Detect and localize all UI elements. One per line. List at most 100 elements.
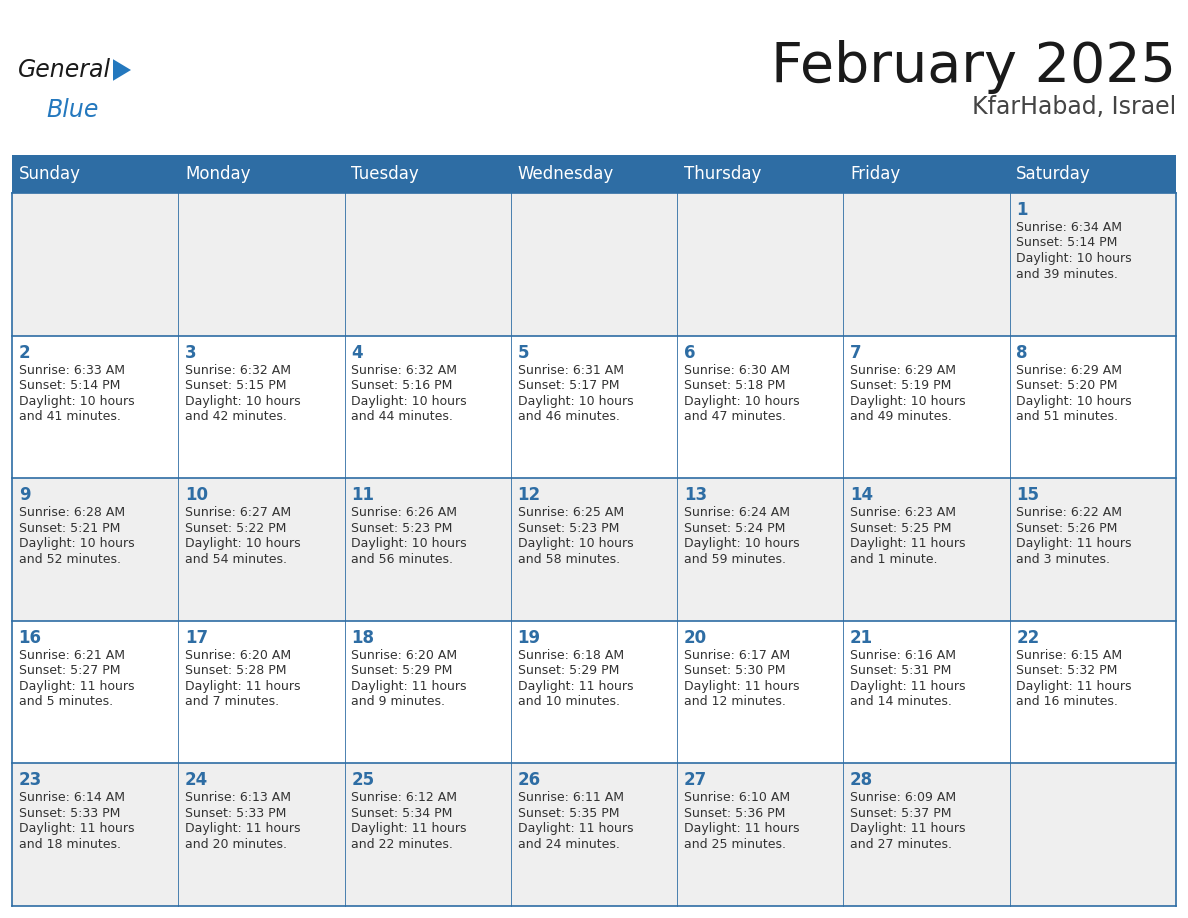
Text: Sunrise: 6:27 AM: Sunrise: 6:27 AM [185,506,291,520]
Text: and 5 minutes.: and 5 minutes. [19,695,113,709]
Text: and 16 minutes.: and 16 minutes. [1017,695,1118,709]
Text: Sunrise: 6:15 AM: Sunrise: 6:15 AM [1017,649,1123,662]
Text: Sunset: 5:27 PM: Sunset: 5:27 PM [19,665,120,677]
Text: Sunrise: 6:25 AM: Sunrise: 6:25 AM [518,506,624,520]
Text: and 44 minutes.: and 44 minutes. [352,410,453,423]
Text: 26: 26 [518,771,541,789]
Polygon shape [113,59,131,81]
Bar [12,155,1176,193]
Text: Sunrise: 6:33 AM: Sunrise: 6:33 AM [19,364,125,376]
Text: Daylight: 10 hours: Daylight: 10 hours [19,537,134,550]
Bar [12,621,1176,764]
Text: Sunset: 5:33 PM: Sunset: 5:33 PM [19,807,120,820]
Text: and 39 minutes.: and 39 minutes. [1017,267,1118,281]
Text: Sunset: 5:31 PM: Sunset: 5:31 PM [851,665,952,677]
Text: Sunset: 5:29 PM: Sunset: 5:29 PM [352,665,453,677]
Text: Sunset: 5:15 PM: Sunset: 5:15 PM [185,379,286,392]
Text: 19: 19 [518,629,541,647]
Text: Daylight: 11 hours: Daylight: 11 hours [19,823,134,835]
Text: Sunset: 5:29 PM: Sunset: 5:29 PM [518,665,619,677]
Text: Sunset: 5:14 PM: Sunset: 5:14 PM [1017,237,1118,250]
Text: Sunrise: 6:22 AM: Sunrise: 6:22 AM [1017,506,1123,520]
Text: 17: 17 [185,629,208,647]
Text: Daylight: 11 hours: Daylight: 11 hours [851,823,966,835]
Text: Daylight: 10 hours: Daylight: 10 hours [684,537,800,550]
Text: Sunset: 5:19 PM: Sunset: 5:19 PM [851,379,952,392]
Text: Saturday: Saturday [1017,165,1091,183]
Text: and 58 minutes.: and 58 minutes. [518,553,620,565]
Text: Sunrise: 6:34 AM: Sunrise: 6:34 AM [1017,221,1123,234]
Text: Sunday: Sunday [19,165,81,183]
Text: Sunrise: 6:16 AM: Sunrise: 6:16 AM [851,649,956,662]
Text: Daylight: 11 hours: Daylight: 11 hours [518,680,633,693]
Text: Sunrise: 6:30 AM: Sunrise: 6:30 AM [684,364,790,376]
Text: Daylight: 10 hours: Daylight: 10 hours [352,395,467,408]
Text: and 9 minutes.: and 9 minutes. [352,695,446,709]
Text: Sunset: 5:22 PM: Sunset: 5:22 PM [185,521,286,534]
Text: Sunset: 5:33 PM: Sunset: 5:33 PM [185,807,286,820]
Text: Wednesday: Wednesday [518,165,614,183]
Text: Daylight: 10 hours: Daylight: 10 hours [1017,395,1132,408]
Text: 7: 7 [851,343,861,362]
Text: and 25 minutes.: and 25 minutes. [684,838,785,851]
Text: and 56 minutes.: and 56 minutes. [352,553,454,565]
Text: Daylight: 10 hours: Daylight: 10 hours [1017,252,1132,265]
Text: Daylight: 11 hours: Daylight: 11 hours [851,680,966,693]
Text: and 12 minutes.: and 12 minutes. [684,695,785,709]
Text: and 54 minutes.: and 54 minutes. [185,553,287,565]
Text: Daylight: 10 hours: Daylight: 10 hours [185,395,301,408]
Text: and 52 minutes.: and 52 minutes. [19,553,121,565]
Text: Sunset: 5:23 PM: Sunset: 5:23 PM [518,521,619,534]
Text: 15: 15 [1017,487,1040,504]
Text: and 3 minutes.: and 3 minutes. [1017,553,1111,565]
Text: Tuesday: Tuesday [352,165,419,183]
Text: Sunrise: 6:24 AM: Sunrise: 6:24 AM [684,506,790,520]
Text: 2: 2 [19,343,30,362]
Text: 27: 27 [684,771,707,789]
Text: Sunrise: 6:17 AM: Sunrise: 6:17 AM [684,649,790,662]
Text: Sunrise: 6:20 AM: Sunrise: 6:20 AM [352,649,457,662]
Text: 23: 23 [19,771,42,789]
Text: and 51 minutes.: and 51 minutes. [1017,410,1118,423]
Text: Sunset: 5:32 PM: Sunset: 5:32 PM [1017,665,1118,677]
Text: Sunrise: 6:10 AM: Sunrise: 6:10 AM [684,791,790,804]
Text: Sunrise: 6:29 AM: Sunrise: 6:29 AM [1017,364,1123,376]
Text: Daylight: 11 hours: Daylight: 11 hours [352,823,467,835]
Text: Sunset: 5:20 PM: Sunset: 5:20 PM [1017,379,1118,392]
Text: 22: 22 [1017,629,1040,647]
Text: Sunrise: 6:20 AM: Sunrise: 6:20 AM [185,649,291,662]
Text: Sunrise: 6:11 AM: Sunrise: 6:11 AM [518,791,624,804]
Text: and 10 minutes.: and 10 minutes. [518,695,619,709]
Text: and 1 minute.: and 1 minute. [851,553,937,565]
Text: 24: 24 [185,771,208,789]
Text: 10: 10 [185,487,208,504]
Text: Sunrise: 6:14 AM: Sunrise: 6:14 AM [19,791,125,804]
Text: 28: 28 [851,771,873,789]
Bar [12,193,1176,336]
Text: Daylight: 11 hours: Daylight: 11 hours [851,537,966,550]
Bar [12,478,1176,621]
Text: and 46 minutes.: and 46 minutes. [518,410,619,423]
Text: February 2025: February 2025 [771,40,1176,94]
Text: Daylight: 10 hours: Daylight: 10 hours [352,537,467,550]
Text: Daylight: 11 hours: Daylight: 11 hours [684,823,800,835]
Text: 1: 1 [1017,201,1028,219]
Text: 13: 13 [684,487,707,504]
Text: Sunrise: 6:32 AM: Sunrise: 6:32 AM [352,364,457,376]
Text: Sunrise: 6:29 AM: Sunrise: 6:29 AM [851,364,956,376]
Text: Sunset: 5:21 PM: Sunset: 5:21 PM [19,521,120,534]
Text: Daylight: 11 hours: Daylight: 11 hours [19,680,134,693]
Text: and 41 minutes.: and 41 minutes. [19,410,120,423]
Text: Daylight: 11 hours: Daylight: 11 hours [185,823,301,835]
Text: General: General [18,58,112,82]
Text: and 24 minutes.: and 24 minutes. [518,838,619,851]
Bar [12,764,1176,906]
Text: Blue: Blue [46,98,99,122]
Text: Sunset: 5:35 PM: Sunset: 5:35 PM [518,807,619,820]
Text: Sunset: 5:17 PM: Sunset: 5:17 PM [518,379,619,392]
Text: Daylight: 11 hours: Daylight: 11 hours [352,680,467,693]
Text: Daylight: 11 hours: Daylight: 11 hours [518,823,633,835]
Text: 11: 11 [352,487,374,504]
Text: Daylight: 11 hours: Daylight: 11 hours [185,680,301,693]
Text: and 27 minutes.: and 27 minutes. [851,838,952,851]
